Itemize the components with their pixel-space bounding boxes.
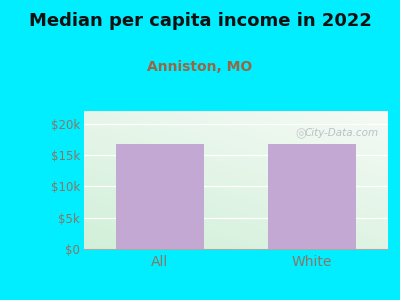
Bar [116,144,204,249]
Bar [268,144,356,249]
Text: Anniston, MO: Anniston, MO [147,60,253,74]
Text: City-Data.com: City-Data.com [305,128,379,138]
Text: Median per capita income in 2022: Median per capita income in 2022 [28,12,372,30]
Text: ◎: ◎ [295,128,306,141]
